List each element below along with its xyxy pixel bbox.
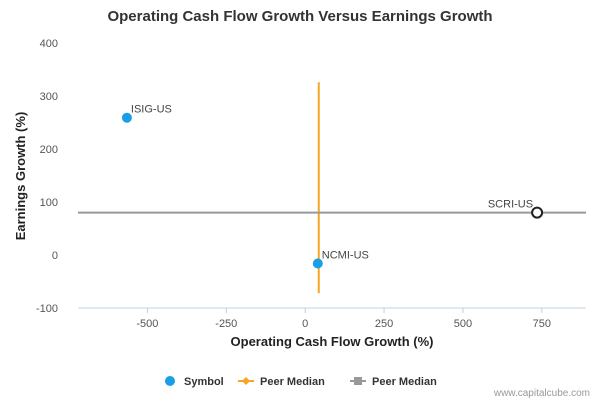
legend-symbol-icon bbox=[165, 376, 175, 386]
y-axis-ticks: 400 300 200 100 0 -100 bbox=[36, 38, 58, 315]
data-point[interactable] bbox=[312, 258, 323, 269]
credit-text: www.capitalcube.com bbox=[493, 388, 590, 399]
x-tick-label: 500 bbox=[454, 318, 472, 330]
point-label: SCRI-US bbox=[488, 199, 533, 211]
point-label: ISIG-US bbox=[131, 104, 172, 116]
y-tick-label: -100 bbox=[36, 303, 58, 315]
data-point[interactable] bbox=[531, 206, 544, 219]
chart-title: Operating Cash Flow Growth Versus Earnin… bbox=[107, 8, 492, 25]
x-tick-label: 750 bbox=[533, 318, 551, 330]
legend-label[interactable]: Peer Median bbox=[372, 376, 437, 388]
point-label: NCMI-US bbox=[322, 249, 369, 261]
legend-label[interactable]: Symbol bbox=[184, 376, 224, 388]
y-tick-label: 200 bbox=[40, 144, 58, 156]
y-tick-label: 400 bbox=[40, 38, 58, 50]
y-tick-label: 0 bbox=[52, 250, 58, 262]
y-axis-title: Earnings Growth (%) bbox=[13, 112, 28, 241]
x-tick-label: -250 bbox=[215, 318, 237, 330]
x-axis-ticks: -500 -250 0 250 500 750 bbox=[136, 308, 551, 330]
legend-square-icon bbox=[354, 377, 362, 385]
legend-diamond-icon bbox=[242, 377, 250, 385]
x-tick-label: 250 bbox=[375, 318, 393, 330]
data-point[interactable] bbox=[121, 112, 132, 123]
x-tick-label: -500 bbox=[136, 318, 158, 330]
y-tick-label: 300 bbox=[40, 91, 58, 103]
x-axis-title: Operating Cash Flow Growth (%) bbox=[231, 334, 434, 349]
legend-label[interactable]: Peer Median bbox=[260, 376, 325, 388]
legend: Symbol Peer Median Peer Median bbox=[165, 376, 437, 388]
y-tick-label: 100 bbox=[40, 197, 58, 209]
data-points: ISIG-US NCMI-US SCRI-US bbox=[121, 104, 544, 269]
x-tick-label: 0 bbox=[302, 318, 308, 330]
